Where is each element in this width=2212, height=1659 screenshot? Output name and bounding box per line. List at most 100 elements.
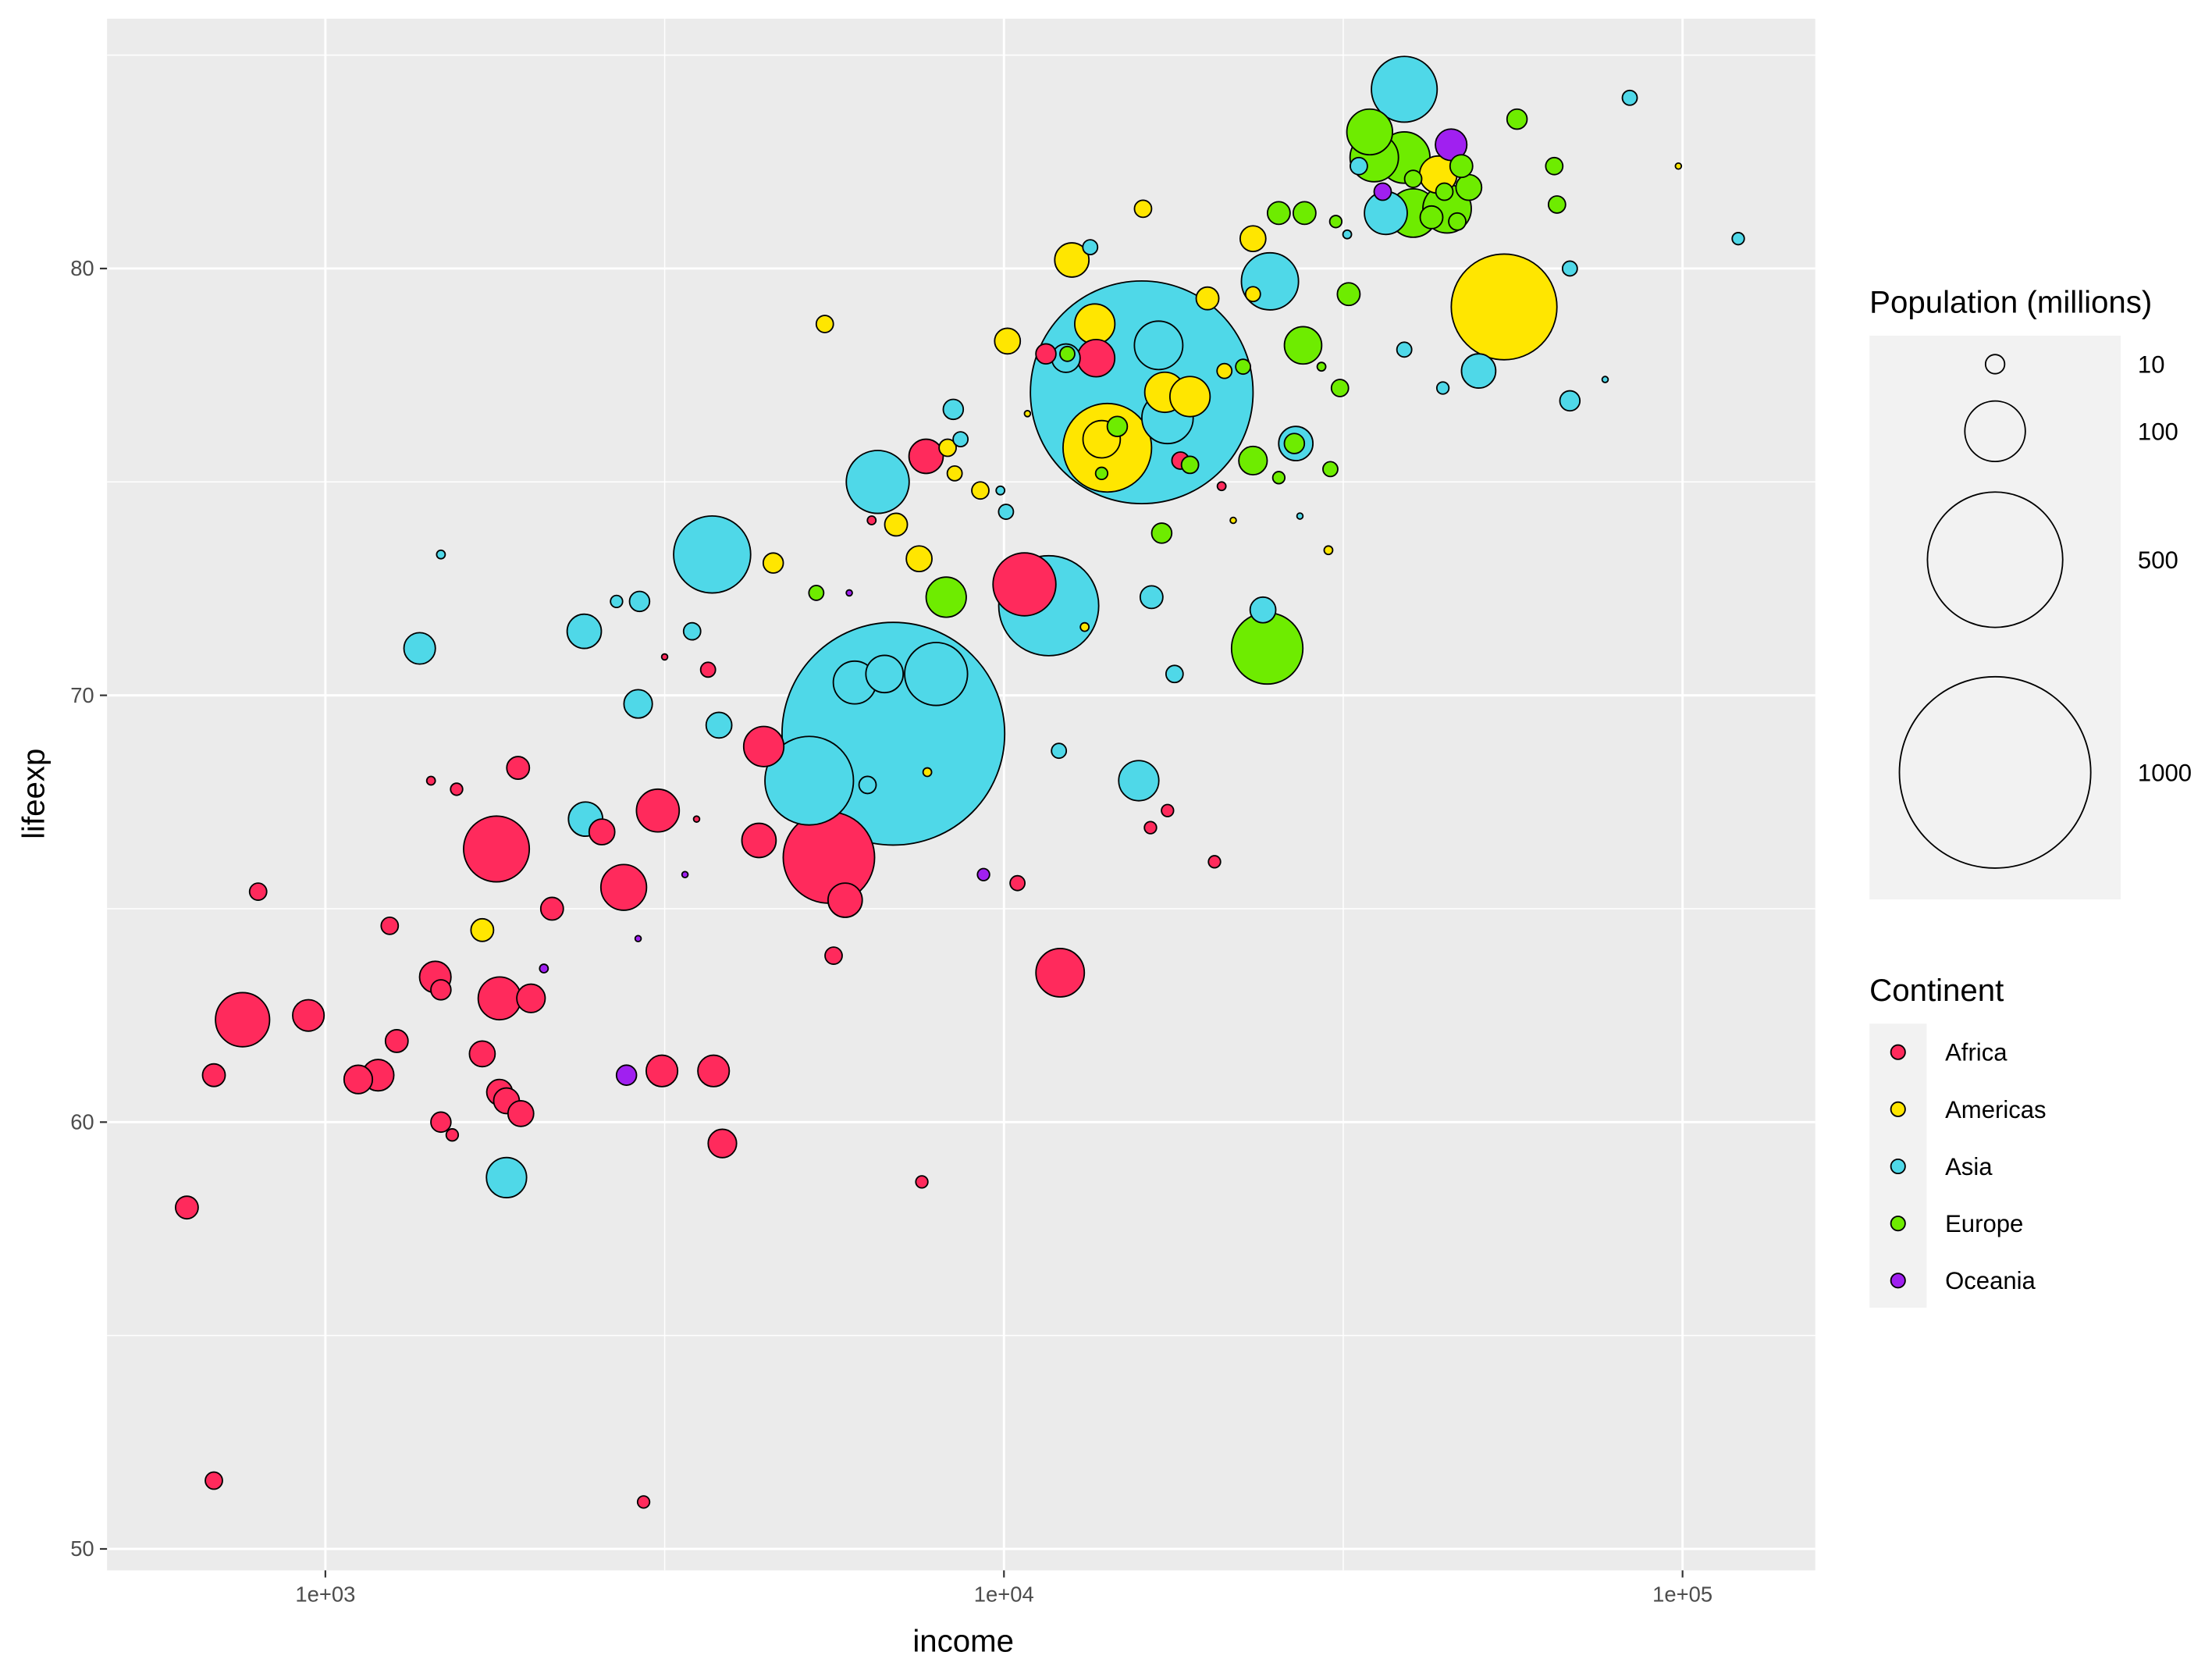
size-legend-title: Population (millions) bbox=[1869, 285, 2152, 320]
size-legend-label: 10 bbox=[2138, 351, 2165, 378]
data-point-asia bbox=[610, 594, 624, 609]
data-point-europe bbox=[1448, 212, 1467, 231]
data-point-asia bbox=[1460, 353, 1497, 389]
data-point-africa bbox=[660, 653, 669, 661]
data-point-americas bbox=[938, 438, 957, 457]
major-gridlines bbox=[107, 18, 1815, 1571]
data-point-asia bbox=[845, 450, 910, 514]
data-point-asia bbox=[566, 613, 603, 650]
data-point-africa bbox=[343, 1064, 374, 1095]
x-tick-label: 1e+03 bbox=[295, 1582, 355, 1607]
data-point-asia bbox=[628, 590, 651, 613]
data-point-africa bbox=[866, 515, 877, 525]
data-point-europe bbox=[1094, 466, 1109, 481]
data-point-asia bbox=[858, 775, 877, 795]
data-point-asia bbox=[1139, 585, 1164, 610]
data-point-africa bbox=[699, 661, 717, 678]
data-points bbox=[174, 55, 1745, 1509]
data-point-europe bbox=[1336, 282, 1361, 307]
data-point-europe bbox=[1292, 201, 1317, 226]
data-point-americas bbox=[1216, 362, 1233, 379]
data-point-africa bbox=[506, 756, 531, 780]
data-point-americas bbox=[884, 512, 909, 537]
data-point-europe bbox=[1506, 108, 1528, 130]
data-point-europe bbox=[1322, 461, 1339, 478]
data-point-africa bbox=[248, 882, 268, 901]
data-point-europe bbox=[1403, 169, 1423, 189]
color-legend-title: Continent bbox=[1869, 973, 2004, 1008]
color-legend-swatch bbox=[1890, 1101, 1906, 1117]
size-legend-circle bbox=[1898, 675, 2092, 869]
data-point-africa bbox=[292, 999, 325, 1032]
x-tick-label: 1e+05 bbox=[1652, 1582, 1712, 1607]
color-legend-swatch bbox=[1890, 1216, 1906, 1232]
color-legend-swatch bbox=[1890, 1158, 1906, 1175]
data-point-africa bbox=[645, 1054, 679, 1088]
data-point-africa bbox=[741, 822, 777, 859]
data-point-oceania bbox=[1373, 182, 1392, 201]
data-point-africa bbox=[204, 1471, 223, 1490]
data-point-oceania bbox=[845, 589, 853, 597]
data-point-europe bbox=[1180, 455, 1200, 475]
data-point-africa bbox=[215, 991, 271, 1048]
data-point-oceania bbox=[615, 1064, 638, 1086]
data-point-americas bbox=[1674, 162, 1683, 170]
data-point-asia bbox=[1396, 341, 1413, 358]
color-legend-label: Oceania bbox=[1945, 1267, 2036, 1294]
data-point-africa bbox=[1143, 821, 1158, 835]
data-point-europe bbox=[1346, 108, 1394, 156]
data-point-asia bbox=[1371, 55, 1439, 123]
data-point-africa bbox=[1161, 803, 1175, 817]
data-point-asia bbox=[1133, 320, 1184, 371]
data-point-asia bbox=[1621, 89, 1638, 106]
data-point-americas bbox=[994, 327, 1022, 355]
data-point-africa bbox=[992, 552, 1057, 617]
data-point-africa bbox=[1216, 481, 1227, 492]
data-point-europe bbox=[1330, 379, 1350, 397]
data-point-africa bbox=[707, 1128, 738, 1159]
data-point-americas bbox=[762, 552, 784, 574]
data-point-americas bbox=[1079, 621, 1090, 632]
data-point-americas bbox=[1229, 516, 1237, 525]
data-point-europe bbox=[1150, 522, 1173, 544]
data-point-asia bbox=[1051, 742, 1068, 760]
data-point-asia bbox=[1435, 381, 1450, 395]
data-point-europe bbox=[1238, 445, 1268, 476]
data-point-europe bbox=[808, 585, 825, 601]
data-point-americas bbox=[1133, 199, 1153, 219]
size-legend-key-background bbox=[1869, 335, 2121, 900]
data-point-europe bbox=[1059, 345, 1076, 362]
data-point-africa bbox=[516, 983, 546, 1013]
data-point-europe bbox=[1545, 156, 1564, 176]
data-point-americas bbox=[905, 545, 933, 573]
data-point-asia bbox=[1559, 390, 1581, 412]
data-point-asia bbox=[998, 504, 1015, 520]
data-point-europe bbox=[925, 576, 967, 618]
data-point-africa bbox=[824, 946, 843, 965]
y-axis-title: lifeexp bbox=[16, 749, 52, 839]
y-tick-label: 50 bbox=[70, 1536, 94, 1561]
y-axis: 50 60 70 80 bbox=[70, 256, 108, 1561]
data-point-africa bbox=[697, 1054, 731, 1088]
data-point-europe bbox=[1266, 201, 1291, 226]
data-point-americas bbox=[971, 481, 990, 500]
color-legend-swatch bbox=[1890, 1273, 1906, 1289]
minor-gridlines bbox=[107, 18, 1815, 1571]
data-point-americas bbox=[470, 917, 495, 942]
data-point-americas bbox=[946, 465, 963, 482]
size-legend-label: 100 bbox=[2138, 418, 2178, 445]
data-point-asia bbox=[764, 735, 855, 826]
data-point-africa bbox=[477, 976, 522, 1021]
data-point-asia bbox=[1561, 260, 1578, 277]
data-point-asia bbox=[682, 621, 702, 641]
data-point-americas bbox=[1244, 286, 1261, 303]
data-point-oceania bbox=[539, 963, 549, 974]
data-point-europe bbox=[1328, 215, 1343, 229]
data-point-asia bbox=[1731, 232, 1745, 246]
data-point-africa bbox=[380, 916, 400, 935]
data-point-asia bbox=[436, 549, 446, 560]
data-point-asia bbox=[1342, 229, 1353, 240]
data-point-americas bbox=[1195, 286, 1220, 311]
y-tick-label: 60 bbox=[70, 1109, 94, 1134]
